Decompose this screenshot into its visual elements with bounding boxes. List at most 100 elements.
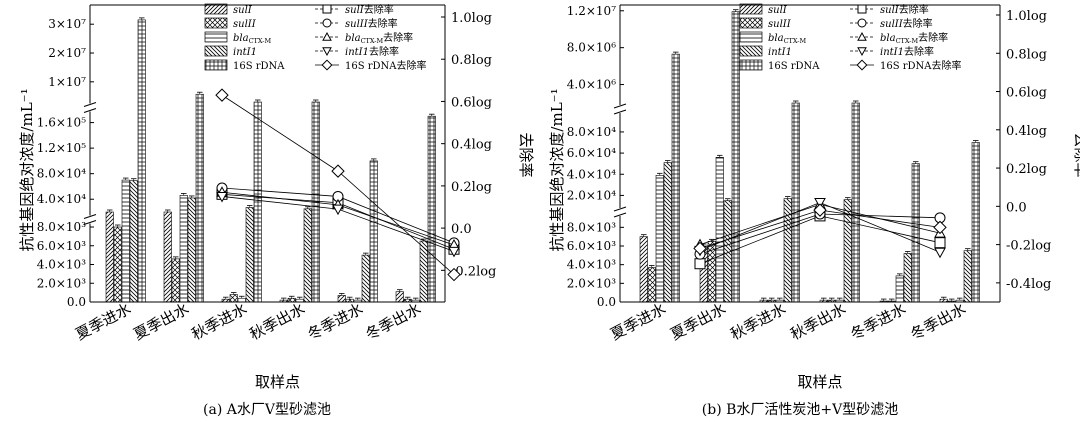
- x-category-a-5: 冬季出水: [363, 300, 424, 344]
- legend-bar-0-swatch: [204, 3, 228, 15]
- y2-tick-label: 0.6log: [1006, 86, 1047, 101]
- bar-b-0-2: [759, 299, 768, 303]
- y-tick-label: 4.0×10³: [37, 258, 86, 272]
- legend-removal-2-marker: [322, 31, 332, 41]
- bar-a-4-4: [369, 160, 378, 303]
- x-category-a-4: 冬季进水: [305, 300, 366, 344]
- legend-bar-4-swatch: [739, 59, 763, 71]
- legend-removal-0-label: sulI去除率: [345, 3, 394, 16]
- axis-break-mark: [83, 214, 97, 219]
- x-category-b-0: 夏季进水: [607, 300, 668, 344]
- axis-break-mark: [613, 206, 627, 212]
- y-tick-label: 8.0×10⁴: [37, 167, 86, 181]
- x-category-b-3: 秋季出水: [787, 300, 848, 344]
- y2-tick-label: 0.2log: [1006, 162, 1047, 177]
- removal-point-b-4-1: [813, 203, 827, 217]
- axis-break-mark: [83, 108, 97, 113]
- bar-b-0-5: [939, 298, 948, 303]
- bar-b-4-2: [791, 102, 800, 303]
- y-tick-label: 4.0×10⁶: [567, 78, 616, 92]
- legend-bar-2-label: blaCTX-M: [768, 33, 806, 45]
- y2-tick-label: 0.8log: [451, 53, 492, 68]
- legend-bar-0-label: sulI: [233, 5, 253, 16]
- panel-subtitle: (a) A水厂V型砂滤池: [203, 402, 331, 418]
- bar-a-0-2: [221, 298, 230, 303]
- removal-point-a-4-2: [447, 267, 461, 282]
- y2-tick-label: 0.2log: [451, 180, 492, 195]
- panel-b-chart: 0.0 2.0×10³ 4.0×10³ 6.0×10³ 8.0×10³ 2.0×10⁴ 4.…: [548, 3, 1080, 418]
- removal-point-a-4-1: [331, 164, 345, 178]
- bar-a-1-1: [171, 258, 180, 303]
- legend-removal-1-marker: [857, 18, 867, 28]
- bar-a-4-5: [427, 115, 436, 303]
- axis-break-gap: [614, 208, 626, 216]
- y-tick-label: 8.0×10⁴: [567, 125, 616, 139]
- y-tick-label: 1.2×10⁷: [567, 4, 616, 18]
- legend-bar-1-label: sulII: [233, 19, 257, 30]
- bar-b-3-4: [903, 253, 912, 303]
- y-tick-label: 6.0×10⁴: [567, 146, 616, 160]
- legend-bar-3-swatch: [739, 45, 763, 57]
- y2-tick-label: 0.6log: [451, 95, 492, 110]
- y-tick-label: 4.0×10³: [567, 258, 616, 272]
- y2-tick-label: 1.0log: [1006, 9, 1047, 24]
- x-category-a-2: 秋季进水: [189, 300, 250, 344]
- axis-break-mark: [613, 212, 627, 218]
- legend: sulI sulII blaCTX-M intI1 16S rDNA sulI去除率sul…: [739, 3, 962, 72]
- x-axis-title: 取样点: [255, 373, 300, 391]
- x-category-a-1: 夏季出水: [131, 300, 192, 344]
- x-axis-title: 取样点: [797, 373, 842, 391]
- legend-bar-3-label: intI1: [768, 47, 792, 58]
- legend-removal-3-marker: [322, 47, 332, 57]
- legend-removal-0-marker: [322, 4, 332, 14]
- y2-tick-label: -0.2log: [451, 264, 496, 279]
- y-tick-label: 2×10⁷: [48, 46, 86, 60]
- legend-bar-2-swatch: [204, 31, 228, 43]
- bar-b-0-4: [879, 300, 888, 303]
- y2-tick-label: -0.2log: [1006, 239, 1051, 254]
- bar-a-2-0: [121, 179, 130, 303]
- legend-bar-3-label: intI1: [233, 47, 257, 58]
- y-tick-label: 2.0×10⁴: [567, 188, 616, 202]
- bar-a-0-0: [105, 211, 114, 303]
- bar-b-2-1: [715, 157, 724, 303]
- y2-tick-label: 0.0: [1006, 200, 1027, 215]
- legend-bar-2-swatch: [739, 31, 763, 43]
- x-category-b-5: 冬季出水: [907, 300, 968, 344]
- bar-b-0-3: [819, 299, 828, 303]
- bar-b-0-0: [639, 236, 648, 303]
- bar-a-4-2: [253, 101, 262, 303]
- y-tick-label: 4.0×10⁴: [567, 167, 616, 181]
- bar-a-2-1: [179, 195, 188, 303]
- legend-bar-1-swatch: [204, 17, 228, 29]
- bar-a-3-0: [129, 180, 138, 303]
- y2-tick-label: 0.0: [451, 222, 472, 237]
- legend-removal-2-label: blaCTX-M去除率: [345, 31, 413, 45]
- y2-tick-label: 0.4log: [1006, 124, 1047, 139]
- y-tick-label: 3×10⁷: [48, 17, 86, 31]
- y-tick-label: 2.0×10³: [567, 276, 616, 290]
- bar-b-4-4: [911, 163, 920, 303]
- legend-bar-4-label: 16S rDNA: [233, 61, 285, 72]
- y2-tick-label: 1.0log: [451, 11, 492, 26]
- bar-a-3-1: [187, 197, 196, 303]
- legend: sulI sulII blaCTX-M intI1 16S rDNA sulI去除率sul…: [204, 3, 427, 72]
- legend-bar-4-label: 16S rDNA: [768, 61, 820, 72]
- y-tick-label: 2.0×10³: [37, 276, 86, 290]
- bar-b-1-3: [827, 299, 836, 303]
- x-category-b-4: 冬季进水: [847, 300, 908, 344]
- legend-removal-0-label: sulI去除率: [880, 3, 929, 16]
- removal-point-b-4-2: [933, 220, 947, 235]
- bar-b-4-3: [851, 102, 860, 303]
- legend-removal-2-marker: [857, 31, 867, 41]
- legend-removal-0-marker: [857, 4, 867, 14]
- bar-a-0-3: [279, 299, 288, 303]
- bar-b-2-0: [655, 175, 664, 303]
- bar-a-4-0: [137, 19, 146, 303]
- y2-tick-label: -0.4log: [1006, 277, 1051, 292]
- bar-b-4-0: [671, 53, 680, 303]
- axis-break-mark: [613, 109, 627, 115]
- y-axis-title: 抗性基因绝对浓度/mL⁻¹: [548, 88, 566, 251]
- bar-a-0-1: [163, 211, 172, 303]
